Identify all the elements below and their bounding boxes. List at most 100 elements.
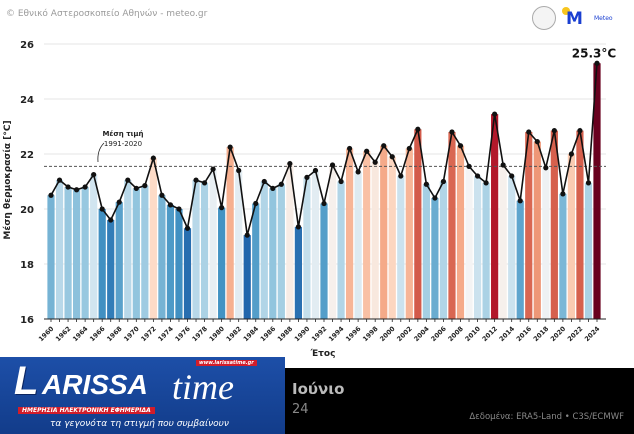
footer-month: Ιούνιο [292,380,345,398]
mean-period: 1991-2020 [104,140,142,148]
bar [252,203,260,319]
bar [81,187,89,319]
x-tick-label: 1976 [173,324,192,343]
x-tick-label: 1986 [259,324,278,343]
bar [456,145,465,319]
bar [482,182,490,319]
bar [363,151,371,319]
x-tick-label: 2016 [515,324,534,343]
bar [303,177,311,319]
bar [431,198,439,319]
bar [141,185,149,319]
bar [124,180,132,319]
data-point [585,180,592,186]
bar [286,163,294,319]
data-point [253,200,259,207]
bar [158,195,166,319]
bar [192,180,200,319]
data-point [560,191,566,197]
x-tick-label: 1964 [71,324,90,343]
bar [439,181,448,319]
data-point [594,60,600,66]
x-tick-label: 2004 [412,324,431,343]
bar [98,209,106,319]
bar [328,165,337,319]
data-point [406,145,412,152]
y-axis-label: Μέση θερμοκρασία [°C] [2,120,13,239]
bar [90,174,98,319]
bar [200,182,209,319]
data-point [48,192,54,198]
data-point [236,167,242,174]
bar [584,182,593,319]
data-point [295,224,302,230]
data-point [483,180,489,186]
data-point [108,217,114,223]
banner-url: www.larissatime.gr [196,360,257,366]
data-point [91,172,97,178]
larissatime-banner[interactable]: L ARISSA time www.larissatime.gr ΗΜΕΡΗΣΙ… [0,357,285,434]
data-point [150,155,156,161]
bar [491,114,499,319]
data-point [73,187,80,193]
data-point [56,177,63,183]
mean-annotation-arrow [97,142,105,163]
data-point [474,173,481,179]
data-point [440,178,447,185]
bar [166,204,175,319]
data-point [526,129,532,135]
data-point [244,232,250,238]
banner-brand-l: L [14,359,38,403]
data-point [99,206,105,212]
bar [593,63,601,319]
x-tick-label: 2000 [378,324,397,343]
data-point [167,202,174,208]
data-point [176,206,182,212]
data-point [372,159,378,165]
bar [499,165,507,319]
x-tick-label: 1968 [105,324,124,343]
x-tick-label: 2014 [498,324,517,343]
x-tick-label: 1992 [310,325,328,343]
bar [465,166,473,319]
banner-subtitle: ΗΜΕΡΗΣΙΑ ΗΛΕΚΤΡΟΝΙΚΗ ΕΦΗΜΕΡΙΔΑ [18,407,155,414]
y-tick-label: 20 [20,205,34,216]
data-point [466,163,472,169]
data-point [133,185,139,191]
bar [320,203,328,319]
data-point [287,161,293,167]
data-point [492,111,498,117]
x-tick-label: 2018 [532,324,551,343]
data-point [261,178,267,185]
data-point [509,173,515,179]
data-point [568,151,575,157]
data-point [227,144,233,150]
data-point [321,200,327,207]
x-tick-label: 1966 [88,324,107,343]
data-point [457,143,464,149]
x-tick-label: 2012 [481,325,499,343]
bar [388,156,396,319]
data-point [381,143,387,149]
bar [218,207,226,319]
data-point [159,192,165,198]
bar [149,158,157,319]
x-tick-label: 1998 [361,324,380,343]
bar [397,176,405,319]
bar [277,184,285,319]
banner-brand: ARISSA [42,369,148,400]
bar [525,132,533,319]
x-tick-label: 2024 [583,324,602,343]
y-tick-label: 22 [20,150,34,161]
data-point [500,162,506,168]
bar [576,130,584,319]
x-tick-label: 1962 [54,325,72,343]
bar [72,189,81,319]
data-point [577,128,583,134]
footer-year: 24 [292,402,309,417]
data-point [551,128,557,134]
bar [337,181,345,319]
x-tick-label: 1990 [293,324,312,343]
data-point [142,183,148,189]
bar [508,176,516,319]
